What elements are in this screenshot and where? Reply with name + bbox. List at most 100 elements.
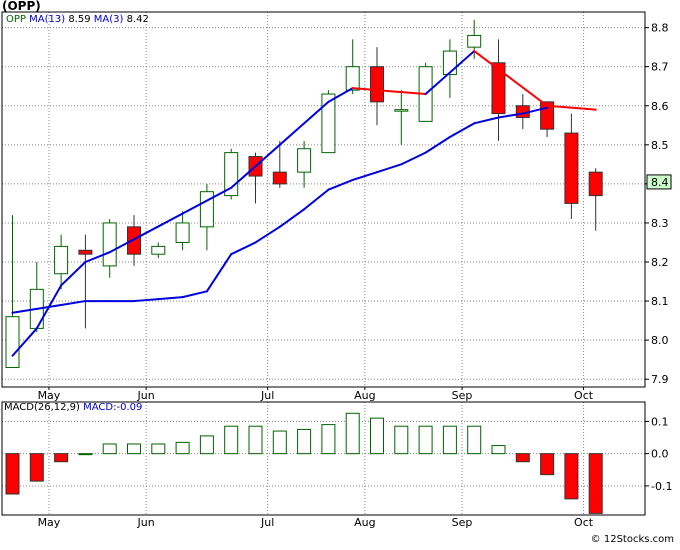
macd-bar: [54, 453, 69, 463]
macd-bar: [175, 441, 190, 455]
price-x-tick-label: Aug: [354, 389, 375, 402]
ma3-line-segment: [278, 208, 306, 228]
macd-x-tick-label: Jun: [137, 516, 155, 529]
legend-ma13-label: MA(13): [29, 14, 66, 25]
last-price-tag-text: 8.4: [651, 176, 669, 189]
ma3-line-segment: [60, 300, 87, 306]
ma3-line-segment: [424, 136, 451, 154]
ma13-line-segment: [60, 261, 87, 287]
price-x-tick-label: May: [38, 389, 61, 402]
macd-bar: [127, 443, 141, 455]
macd-bar: [272, 430, 287, 455]
macd-bar: [29, 453, 44, 482]
candle-body: [5, 316, 20, 368]
macd-bar: [102, 443, 117, 455]
macd-x-tick-label: May: [38, 516, 61, 529]
ma13-line-segment: [230, 100, 330, 189]
candle-body: [199, 191, 214, 228]
ma13-line-segment: [351, 87, 427, 96]
ma13-line-segment: [546, 104, 597, 111]
candle-body: [442, 50, 457, 75]
legend-ma3-label: MA(3): [93, 14, 124, 25]
macd-bar: [78, 453, 93, 456]
legend-symbol: OPP: [6, 14, 26, 25]
macd-bar: [345, 412, 360, 455]
price-x-tick-label: Jul: [260, 389, 274, 402]
ma13-line-segment: [327, 87, 354, 103]
macd-bar: [5, 453, 20, 495]
macd-bar: [394, 425, 409, 455]
price-x-tick-label: Oct: [574, 389, 594, 402]
candle-body: [102, 222, 117, 267]
candle-body: [297, 148, 312, 173]
ma3-line-segment: [497, 112, 524, 119]
candle-body: [272, 171, 287, 185]
macd-legend: MACD(26,12,9) MACD:-0.09: [4, 402, 142, 413]
ma3-line-segment: [351, 171, 378, 181]
macd-bar: [321, 424, 336, 455]
candle-body: [564, 132, 579, 204]
ma3-line-segment: [254, 225, 281, 244]
price-y-tick-label: 8.7: [651, 61, 669, 74]
macd-x-tick-label: Aug: [354, 516, 375, 529]
macd-bar: [467, 425, 482, 455]
macd-x-tick-label: Oct: [574, 516, 594, 529]
macd-legend-value-label: MACD:: [83, 402, 117, 413]
macd-bar: [370, 417, 384, 455]
candle-body: [467, 34, 482, 48]
ma3-line-segment: [230, 241, 257, 256]
price-panel-frame: [1, 11, 646, 388]
macd-bar: [199, 435, 214, 455]
ma13-line-segment: [473, 50, 549, 107]
macd-y-tick-label: 0.1: [651, 415, 669, 428]
ma13-line-segment: [11, 327, 38, 357]
candle-body: [588, 171, 603, 197]
price-y-tick-label: 7.9: [651, 373, 669, 386]
price-legend: OPP MA(13) 8.59 MA(3) 8.42: [6, 14, 149, 25]
macd-bar: [151, 443, 166, 455]
macd-bar: [248, 425, 263, 455]
price-y-tick-label: 8.1: [651, 295, 669, 308]
ma3-line-segment: [157, 296, 184, 301]
price-y-tick-label: 8.3: [651, 217, 669, 230]
candle-body: [78, 249, 93, 255]
chart-title: (OPP): [2, 0, 41, 13]
macd-panel-frame: [1, 401, 646, 516]
candle-body: [321, 93, 336, 154]
ma3-line-segment: [303, 188, 330, 211]
ma3-line-segment: [521, 106, 549, 115]
price-y-tick-label: 8.2: [651, 256, 669, 269]
ma3-line-segment: [11, 307, 38, 314]
candle-body: [370, 66, 384, 103]
macd-x-tick-label: Sep: [452, 516, 473, 529]
macd-bar: [297, 428, 312, 455]
ma3-line-segment: [400, 151, 427, 166]
macd-legend-label: MACD(26,12,9): [4, 402, 80, 413]
candle-body: [127, 226, 141, 255]
price-x-tick-label: Sep: [452, 389, 473, 402]
ma3-line-segment: [376, 163, 403, 174]
candle-body: [54, 245, 69, 275]
price-y-tick-label: 8.6: [651, 100, 669, 113]
ma13-line-segment: [424, 50, 476, 96]
macd-bar: [515, 453, 530, 463]
ma3-line-segment: [473, 116, 500, 125]
macd-legend-value: -0.09: [116, 402, 143, 413]
macd-bar: [418, 425, 433, 455]
macd-bar: [588, 453, 603, 514]
price-x-tick-label: Jun: [137, 389, 155, 402]
legend-ma3-value: 8.42: [126, 14, 149, 25]
ma13-line-segment: [35, 284, 63, 330]
ma3-line-segment: [133, 298, 160, 303]
candle-body: [151, 245, 166, 255]
macd-y-tick-label: -0.1: [651, 480, 672, 493]
candle-body: [175, 222, 190, 243]
price-y-tick-label: 8.5: [651, 139, 669, 152]
macd-bar: [224, 425, 239, 455]
ma3-line-segment: [448, 122, 476, 138]
macd-bar: [442, 425, 457, 455]
candle-body: [345, 66, 360, 91]
ma3-line-segment: [205, 253, 233, 293]
